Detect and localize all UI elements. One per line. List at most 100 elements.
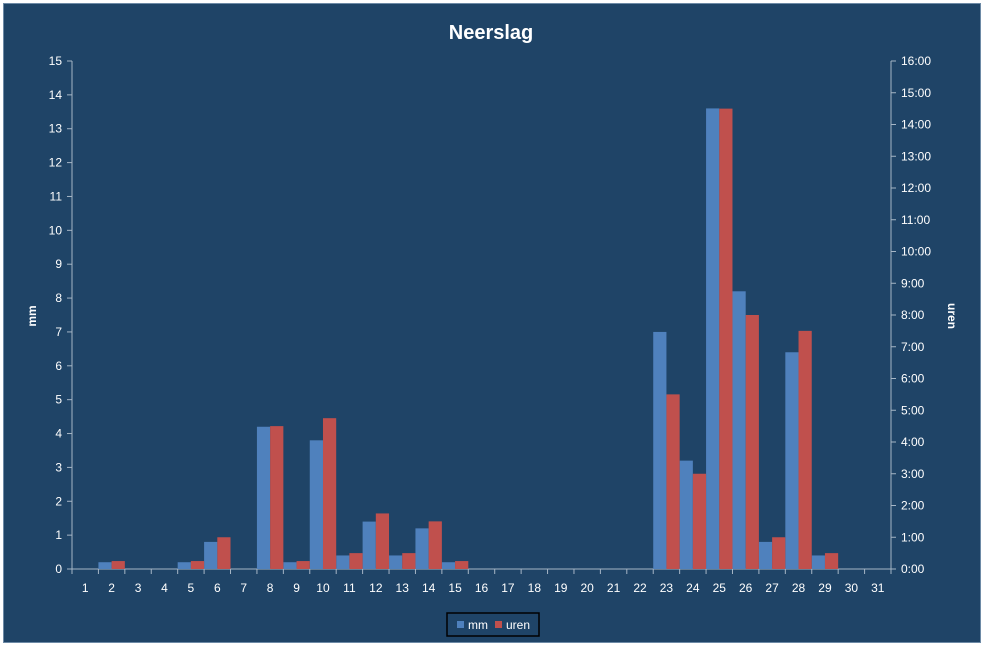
bar-mm bbox=[336, 555, 350, 569]
x-tick-label: 3 bbox=[135, 581, 142, 595]
x-tick-label: 1 bbox=[82, 581, 89, 595]
bar-uren bbox=[217, 537, 231, 569]
bar-uren bbox=[190, 561, 205, 569]
x-tick-label: 26 bbox=[739, 581, 753, 595]
x-tick-label: 5 bbox=[188, 581, 195, 595]
x-tick-label: 28 bbox=[792, 581, 806, 595]
x-tick-label: 6 bbox=[214, 581, 221, 595]
bar-uren bbox=[349, 553, 363, 569]
x-tick-label: 19 bbox=[554, 581, 568, 595]
bar-mm bbox=[441, 562, 456, 569]
y-tick-label: 5 bbox=[55, 393, 62, 407]
y2-tick-label: 2:00 bbox=[901, 499, 925, 513]
x-tick-label: 31 bbox=[871, 581, 885, 595]
x-tick-label: 20 bbox=[580, 581, 594, 595]
bar-uren bbox=[322, 418, 337, 569]
legend: mm uren bbox=[446, 612, 540, 637]
bar-uren bbox=[666, 394, 680, 569]
chart-title: Neerslag bbox=[449, 22, 534, 44]
x-tick-label: 25 bbox=[713, 581, 727, 595]
legend-swatch-uren bbox=[495, 621, 502, 628]
bar-mm bbox=[204, 541, 218, 569]
x-tick-label: 27 bbox=[765, 581, 779, 595]
bar-uren bbox=[375, 513, 390, 569]
bar-uren bbox=[111, 561, 125, 569]
bar-uren bbox=[692, 473, 707, 569]
y-tick-label: 9 bbox=[55, 257, 62, 271]
bar-mm bbox=[309, 440, 323, 569]
legend-swatch-mm bbox=[457, 621, 464, 628]
x-tick-label: 14 bbox=[422, 581, 436, 595]
y2-tick-label: 13:00 bbox=[901, 149, 931, 163]
y-tick-label: 13 bbox=[49, 122, 63, 136]
bar-mm bbox=[389, 555, 403, 569]
y2-tick-label: 1:00 bbox=[901, 530, 925, 544]
bar-uren bbox=[719, 108, 733, 569]
bar-mm bbox=[732, 291, 746, 569]
y-tick-label: 0 bbox=[55, 562, 62, 576]
y2-tick-label: 4:00 bbox=[901, 435, 925, 449]
y2-tick-label: 6:00 bbox=[901, 372, 925, 386]
y2-tick-label: 15:00 bbox=[901, 86, 931, 100]
y-tick-label: 10 bbox=[49, 223, 63, 237]
bar-uren bbox=[428, 521, 442, 569]
bar-uren bbox=[798, 330, 812, 569]
bar-uren bbox=[824, 553, 839, 569]
y2-tick-label: 5:00 bbox=[901, 403, 925, 417]
x-tick-label: 9 bbox=[293, 581, 300, 595]
y2-tick-label: 16:00 bbox=[901, 54, 931, 68]
x-tick-label: 16 bbox=[475, 581, 489, 595]
y-axis-label: mm bbox=[25, 305, 39, 326]
x-tick-label: 22 bbox=[633, 581, 647, 595]
y2-tick-label: 0:00 bbox=[901, 562, 925, 576]
bar-mm bbox=[706, 108, 720, 569]
bar-mm bbox=[785, 352, 799, 569]
x-tick-label: 4 bbox=[161, 581, 168, 595]
y-tick-label: 15 bbox=[49, 54, 63, 68]
x-tick-label: 30 bbox=[845, 581, 859, 595]
bar-uren bbox=[270, 426, 284, 569]
y2-tick-label: 14:00 bbox=[901, 118, 931, 132]
bar-mm bbox=[177, 562, 191, 569]
bar-mm bbox=[679, 460, 693, 569]
bar-mm bbox=[283, 562, 297, 569]
bar-uren bbox=[455, 561, 469, 569]
x-tick-label: 12 bbox=[369, 581, 383, 595]
y-tick-label: 14 bbox=[49, 88, 63, 102]
y-tick-label: 2 bbox=[55, 494, 62, 508]
chart-canvas: Neerslag mm uren 01234567891011121314150… bbox=[25, 22, 959, 637]
y-tick-label: 8 bbox=[55, 291, 62, 305]
x-tick-label: 13 bbox=[396, 581, 410, 595]
bar-mm bbox=[811, 555, 825, 569]
bar-uren bbox=[772, 537, 786, 569]
x-tick-label: 29 bbox=[818, 581, 832, 595]
x-tick-label: 8 bbox=[267, 581, 274, 595]
x-tick-label: 7 bbox=[240, 581, 247, 595]
bar-mm bbox=[415, 528, 429, 569]
y2-tick-label: 9:00 bbox=[901, 276, 925, 290]
bar-uren bbox=[745, 315, 759, 569]
legend-label-uren: uren bbox=[506, 618, 530, 632]
plot-area: 01234567891011121314150:001:002:003:004:… bbox=[49, 54, 932, 595]
x-tick-label: 21 bbox=[607, 581, 621, 595]
legend-box bbox=[446, 612, 540, 637]
y2-tick-label: 7:00 bbox=[901, 340, 925, 354]
chart-area: Neerslag mm uren 0 1 2 3 4 5 6 7 8 9 10 11 12 13 14 15 0… bbox=[3, 3, 981, 643]
y2-tick-label: 10:00 bbox=[901, 245, 931, 259]
y-tick-label: 7 bbox=[55, 325, 62, 339]
y2-axis-label: uren bbox=[945, 303, 959, 329]
x-tick-label: 11 bbox=[343, 581, 356, 595]
bar-mm bbox=[362, 521, 376, 569]
x-tick-label: 10 bbox=[316, 581, 330, 595]
legend-label-mm: mm bbox=[468, 618, 488, 632]
y2-tick-label: 8:00 bbox=[901, 308, 925, 322]
bar-uren bbox=[402, 553, 416, 569]
y-tick-label: 4 bbox=[55, 427, 62, 441]
x-tick-label: 17 bbox=[501, 581, 515, 595]
bar-mm bbox=[758, 541, 773, 569]
bar-mm bbox=[98, 562, 112, 569]
x-tick-label: 24 bbox=[686, 581, 700, 595]
y2-tick-label: 11:00 bbox=[901, 213, 930, 227]
x-tick-label: 15 bbox=[448, 581, 462, 595]
y2-tick-label: 12:00 bbox=[901, 181, 931, 195]
